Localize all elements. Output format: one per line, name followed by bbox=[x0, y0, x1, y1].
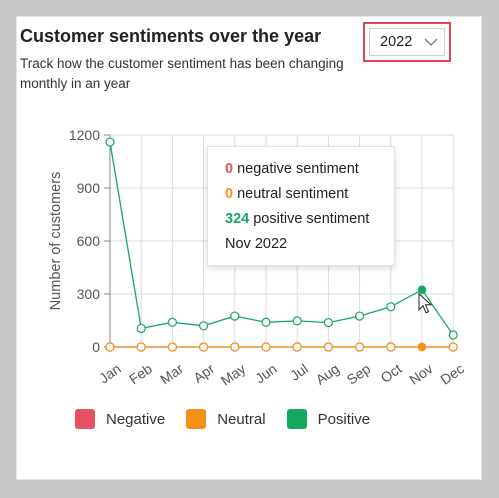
data-point-neutral bbox=[230, 342, 240, 352]
x-tick-label: Jan bbox=[96, 360, 124, 386]
legend-item-negative[interactable]: Negative bbox=[75, 409, 165, 429]
x-tick-label: Apr bbox=[190, 360, 217, 386]
data-point-neutral bbox=[105, 342, 115, 352]
legend-label-neutral: Neutral bbox=[217, 410, 266, 428]
y-tick-label: 0 bbox=[92, 339, 100, 355]
data-point-positive bbox=[230, 311, 240, 321]
year-dropdown-value: 2022 bbox=[380, 34, 413, 50]
x-tick-label: Oct bbox=[378, 360, 405, 386]
tooltip-period: Nov 2022 bbox=[225, 236, 288, 252]
chart-tooltip: 0 negative sentiment 0 neutral sentiment… bbox=[207, 146, 395, 266]
x-tick-label: Nov bbox=[406, 360, 436, 387]
data-point-neutral bbox=[292, 342, 302, 352]
data-point-positive bbox=[167, 317, 177, 327]
data-point-positive bbox=[136, 323, 146, 334]
data-point-neutral bbox=[386, 342, 396, 352]
y-tick-label: 1200 bbox=[69, 127, 100, 143]
data-point-positive bbox=[386, 302, 396, 312]
data-point-neutral bbox=[167, 342, 177, 352]
legend-label-positive: Positive bbox=[317, 410, 371, 428]
legend-item-positive[interactable]: Positive bbox=[286, 409, 371, 429]
x-tick-label: Sep bbox=[344, 360, 374, 388]
tooltip-neutral-label: neutral sentiment bbox=[237, 186, 349, 202]
y-axis-label: Number of customers bbox=[48, 172, 64, 311]
data-point-neutral bbox=[261, 342, 271, 352]
chart-legend: Negative Neutral Positive bbox=[75, 408, 391, 430]
legend-swatch-negative bbox=[75, 409, 95, 429]
tooltip-positive-value: 324 bbox=[225, 211, 250, 227]
series-line-positive bbox=[109, 141, 454, 336]
mouse-cursor-icon bbox=[418, 292, 433, 314]
data-point-positive bbox=[417, 285, 427, 294]
data-point-positive bbox=[292, 316, 302, 326]
data-point-positive bbox=[355, 311, 365, 321]
year-dropdown[interactable]: 2022 bbox=[369, 28, 445, 56]
card-subtitle: Track how the customer sentiment has bee… bbox=[20, 56, 344, 91]
tooltip-positive-label: positive sentiment bbox=[253, 211, 370, 227]
data-point-neutral bbox=[199, 342, 209, 352]
x-tick-label: Feb bbox=[126, 360, 155, 387]
tooltip-positive-row: 324 positive sentiment bbox=[225, 207, 394, 232]
data-point-positive bbox=[448, 330, 458, 340]
chevron-down-icon bbox=[424, 38, 438, 46]
data-point-positive bbox=[199, 321, 209, 331]
data-point-neutral bbox=[323, 342, 333, 352]
legend-swatch-neutral bbox=[186, 409, 207, 429]
card-title: Customer sentiments over the year bbox=[20, 26, 322, 46]
tooltip-negative-label: negative sentiment bbox=[237, 161, 359, 177]
y-tick-label: 600 bbox=[77, 233, 101, 249]
tooltip-neutral-value: 0 bbox=[225, 186, 234, 202]
data-point-positive bbox=[261, 317, 271, 327]
data-point-positive bbox=[105, 137, 115, 147]
data-point-positive bbox=[323, 318, 333, 328]
legend-label-negative: Negative bbox=[106, 410, 166, 428]
tooltip-neutral-row: 0 neutral sentiment bbox=[225, 182, 394, 207]
x-tick-label: Jul bbox=[287, 360, 311, 383]
data-point-neutral bbox=[136, 342, 146, 352]
tooltip-negative-value: 0 bbox=[225, 161, 234, 177]
x-tick-label: Mar bbox=[157, 360, 186, 387]
data-point-neutral bbox=[355, 342, 365, 352]
y-tick-label: 900 bbox=[77, 180, 101, 196]
x-tick-label: Aug bbox=[313, 360, 343, 387]
tooltip-negative-row: 0 negative sentiment bbox=[225, 157, 394, 182]
y-tick-label: 300 bbox=[77, 286, 101, 302]
data-point-neutral bbox=[417, 342, 427, 352]
x-tick-label: May bbox=[218, 360, 249, 388]
data-point-neutral bbox=[448, 342, 458, 352]
x-tick-label: Dec bbox=[437, 360, 467, 387]
x-tick-label: Jun bbox=[252, 360, 280, 386]
legend-swatch-positive bbox=[286, 409, 307, 429]
legend-item-neutral[interactable]: Neutral bbox=[186, 409, 266, 429]
year-select-highlight[interactable]: 2022 bbox=[363, 22, 451, 62]
